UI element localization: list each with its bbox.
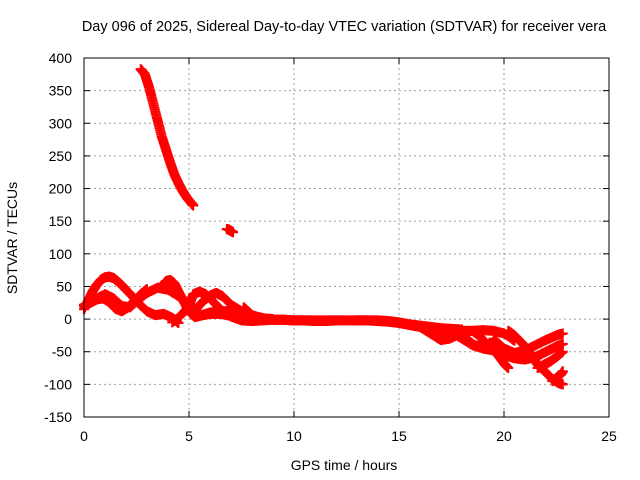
data-point [228, 227, 239, 238]
series-arc-high [135, 64, 199, 211]
series-arc-12 [467, 325, 514, 374]
data-point [268, 314, 278, 325]
y-tick-label: 300 [49, 115, 73, 131]
x-tick-label: 5 [185, 428, 193, 444]
x-tick-label: 10 [286, 428, 302, 444]
data-point [557, 346, 568, 357]
axes: 0 5 10 15 20 25 -150 -100 -50 0 50 100 150 200 250 300 3… [44, 50, 617, 444]
y-tick-label: 50 [56, 278, 72, 294]
series-arc-8 [238, 302, 278, 325]
y-tick-label: -100 [44, 376, 72, 392]
y-tick-label: 150 [49, 213, 73, 229]
chart-title: Day 096 of 2025, Sidereal Day-to-day VTE… [82, 19, 607, 35]
series-arc-15 [532, 346, 568, 374]
y-tick-label: 200 [49, 181, 73, 197]
x-tick-label: 25 [601, 428, 617, 444]
x-tick-label: 20 [496, 428, 512, 444]
y-tick-label: -50 [52, 344, 72, 360]
y-tick-label: 0 [64, 311, 72, 327]
y-tick-label: 100 [49, 246, 73, 262]
data-point [557, 366, 568, 377]
y-tick-label: 350 [49, 83, 73, 99]
x-tick-label: 15 [391, 428, 407, 444]
series-arc-3 [79, 282, 194, 313]
x-axis-label: GPS time / hours [291, 457, 398, 473]
y-tick-label: 250 [49, 148, 73, 164]
y-tick-label: -150 [44, 409, 72, 425]
y-axis-label: SDTVAR / TECUs [4, 182, 20, 294]
series-arc-16 [547, 366, 568, 387]
series-arc-13 [488, 328, 568, 359]
data-point [188, 200, 199, 211]
series-arc-short [221, 224, 239, 238]
data-point [503, 363, 514, 374]
plot-frame [83, 57, 610, 418]
y-tick-label: 400 [49, 50, 73, 66]
data-point [557, 379, 568, 390]
data-points [79, 64, 568, 390]
data-point [557, 328, 568, 339]
x-tick-label: 0 [80, 428, 88, 444]
